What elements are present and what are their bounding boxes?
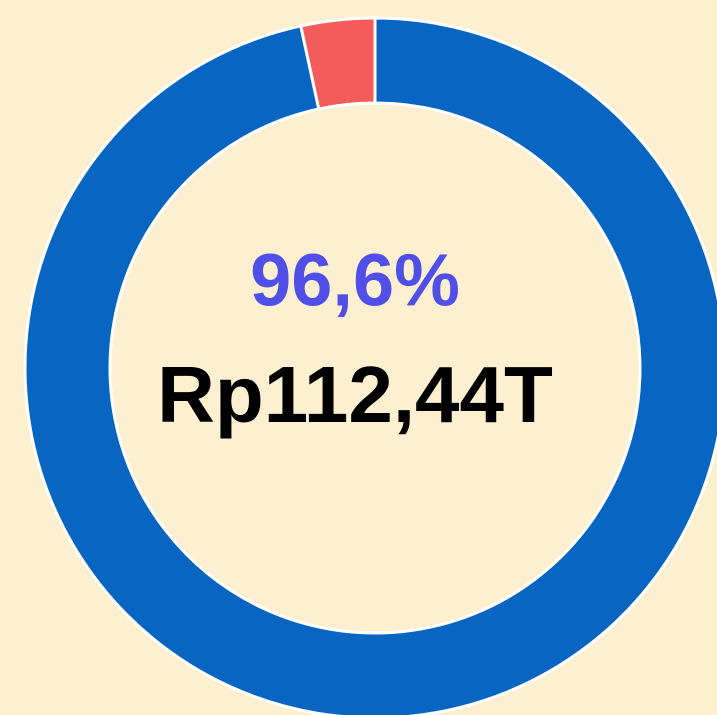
center-percent: 96,6% xyxy=(250,239,460,322)
center-amount: Rp112,44T xyxy=(157,350,553,439)
donut-slice xyxy=(299,16,377,111)
donut-slice xyxy=(23,16,717,715)
slices xyxy=(23,16,717,715)
